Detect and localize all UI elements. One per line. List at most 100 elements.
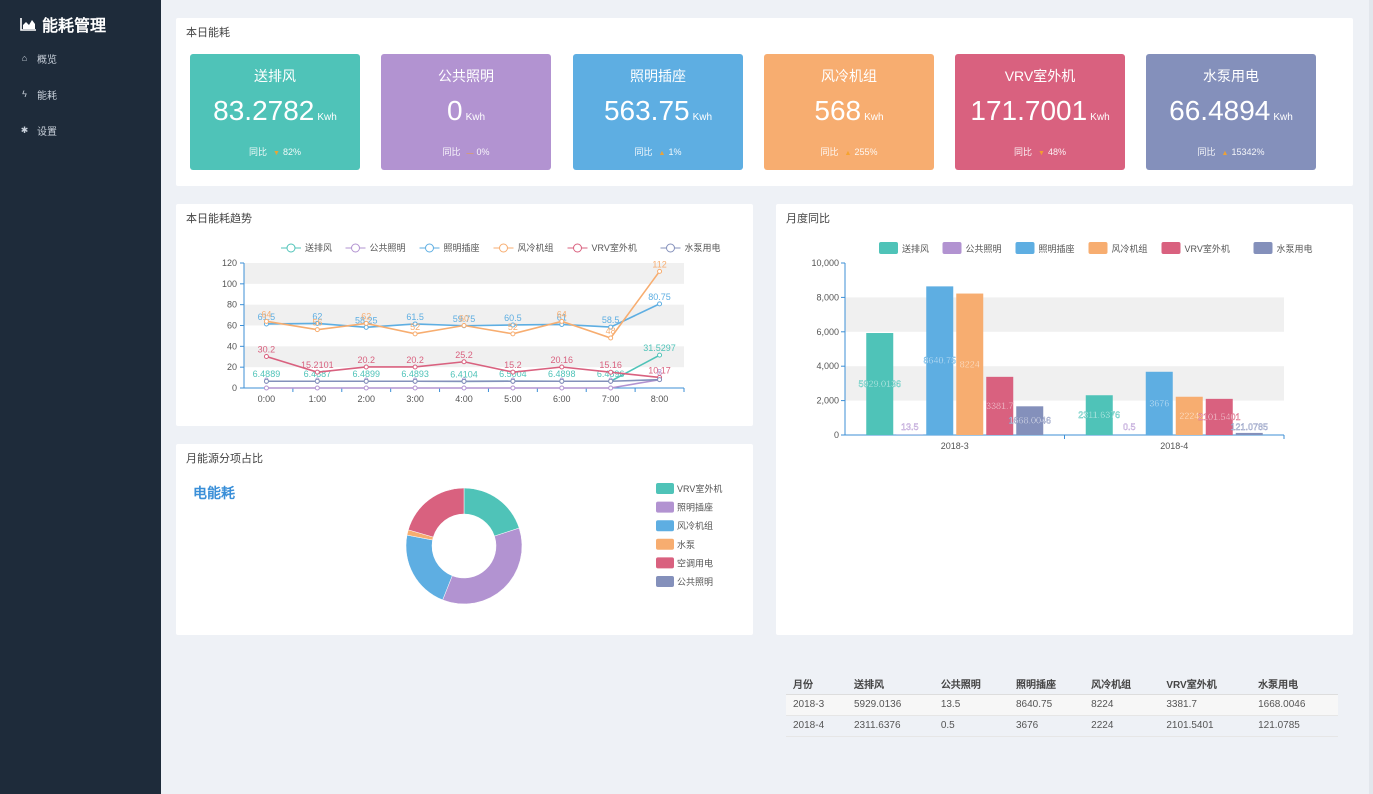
monthly-bar-chart: 0 2,000 4,000 6,000 8,000 10,000 2018-3 2018-4 5… (811, 242, 1313, 451)
legend-item[interactable]: 空调用电 (656, 557, 713, 569)
energy-card[interactable]: VRV室外机 171.7001 Kwh 同比 ▼ 48% (955, 54, 1125, 170)
bar[interactable] (956, 293, 984, 435)
nav-item-settings[interactable]: ✱ 设置 (20, 123, 57, 138)
bar[interactable] (1175, 396, 1203, 435)
data-point[interactable] (412, 321, 418, 327)
data-point[interactable] (510, 369, 516, 375)
data-point[interactable] (263, 318, 269, 324)
energy-card[interactable]: 送排风 83.2782 Kwh 同比 ▼ 82% (190, 54, 360, 170)
card-name: 公共照明 (438, 68, 494, 84)
data-point[interactable] (559, 364, 565, 370)
nav-label: 设置 (37, 126, 57, 138)
legend-item[interactable]: 照明插座 (656, 501, 713, 513)
data-point[interactable] (608, 378, 614, 384)
data-point[interactable] (657, 301, 663, 307)
data-label: 60.5 (504, 313, 522, 323)
legend-item[interactable]: 水泵 (656, 538, 695, 550)
legend-item[interactable]: 公共照明 (942, 242, 1002, 254)
legend-item[interactable]: 公共照明 (656, 576, 713, 587)
legend-item[interactable]: 公共照明 (345, 243, 406, 253)
donut-slice[interactable] (407, 487, 465, 538)
legend-item[interactable]: 水泵用电 (660, 242, 721, 253)
legend-label: 照明插座 (1039, 243, 1075, 254)
energy-card[interactable]: 风冷机组 568 Kwh 同比 ▲ 255% (764, 54, 934, 170)
bar[interactable] (926, 286, 954, 435)
legend-item[interactable]: VRV室外机 (1161, 242, 1230, 254)
data-point[interactable] (263, 378, 269, 384)
data-point[interactable] (412, 364, 418, 370)
data-point[interactable] (559, 378, 565, 384)
data-point[interactable] (314, 378, 320, 384)
bar[interactable] (1085, 395, 1113, 435)
line-series (263, 377, 663, 384)
energy-card[interactable]: 水泵用电 66.4894 Kwh 同比 ▲ 15342% (1146, 54, 1316, 170)
legend-item[interactable]: 照明插座 (1015, 242, 1075, 254)
trend-arrow-icon: ▼ (273, 150, 280, 157)
data-point[interactable] (461, 323, 467, 328)
donut-slice[interactable] (405, 534, 453, 601)
bar[interactable] (986, 376, 1014, 435)
data-point[interactable] (412, 385, 418, 391)
donut-slice[interactable] (442, 527, 523, 605)
data-point[interactable] (559, 385, 565, 391)
legend-item[interactable]: 照明插座 (419, 242, 480, 253)
table-cell: 121.0785 (1251, 715, 1338, 737)
data-point[interactable] (608, 385, 614, 391)
legend-item[interactable]: 水泵用电 (1253, 242, 1313, 254)
data-point[interactable] (608, 324, 614, 330)
bar[interactable] (1145, 371, 1173, 435)
legend-item[interactable]: 风冷机组 (493, 242, 554, 253)
data-point[interactable] (461, 385, 467, 391)
legend-item[interactable]: 风冷机组 (1088, 242, 1148, 254)
data-point[interactable] (559, 318, 565, 324)
bar[interactable] (1205, 398, 1233, 435)
legend-item[interactable]: 送排风 (281, 242, 332, 253)
data-point[interactable] (363, 385, 369, 391)
legend-label: 水泵用电 (1277, 243, 1313, 254)
bar[interactable] (1016, 406, 1044, 435)
data-point[interactable] (263, 385, 269, 391)
app-brand[interactable]: 能耗管理 (20, 14, 106, 35)
legend-item[interactable]: VRV室外机 (567, 242, 637, 253)
data-point[interactable] (461, 378, 467, 384)
data-point[interactable] (314, 320, 320, 326)
data-point[interactable] (510, 378, 516, 384)
data-point[interactable] (412, 378, 418, 384)
data-point[interactable] (608, 369, 614, 375)
data-point[interactable] (510, 385, 516, 391)
card-value: 568 Kwh (814, 95, 884, 126)
data-point[interactable] (461, 359, 467, 365)
energy-card[interactable]: 公共照明 0 Kwh 同比 —0% (381, 54, 551, 170)
data-point[interactable] (608, 335, 614, 341)
data-point[interactable] (657, 352, 663, 358)
nav-item-energy[interactable]: ϟ 能耗 (20, 87, 57, 102)
data-point[interactable] (412, 331, 418, 337)
legend-item[interactable]: 送排风 (879, 242, 929, 254)
data-point[interactable] (657, 377, 663, 383)
bar[interactable] (866, 333, 894, 435)
data-point[interactable] (363, 364, 369, 370)
card-name: 照明插座 (630, 68, 686, 84)
legend-item[interactable]: 风冷机组 (656, 520, 713, 532)
legend-item[interactable]: VRV室外机 (656, 483, 722, 494)
data-point[interactable] (263, 354, 269, 360)
page-scrollbar[interactable] (1369, 0, 1373, 794)
bar-label: 3381.7 (986, 401, 1014, 411)
table-cell: 3676 (1008, 715, 1085, 737)
nav-item-overview[interactable]: ⌂ 概览 (20, 51, 57, 66)
bar[interactable] (1235, 432, 1263, 435)
data-point[interactable] (657, 268, 663, 274)
data-point[interactable] (363, 324, 369, 330)
data-point[interactable] (510, 322, 516, 328)
table-cell: 0.5 (933, 715, 1009, 737)
data-point[interactable] (363, 378, 369, 384)
data-point[interactable] (510, 331, 516, 337)
data-point[interactable] (314, 385, 320, 391)
data-point[interactable] (314, 327, 320, 333)
column-header: 月份 (786, 674, 847, 695)
data-point[interactable] (314, 369, 320, 375)
home-icon: ⌂ (21, 53, 28, 63)
data-point[interactable] (363, 320, 369, 326)
energy-card[interactable]: 照明插座 563.75 Kwh 同比 ▲ 1% (573, 54, 743, 170)
donut-slice[interactable] (463, 487, 520, 537)
